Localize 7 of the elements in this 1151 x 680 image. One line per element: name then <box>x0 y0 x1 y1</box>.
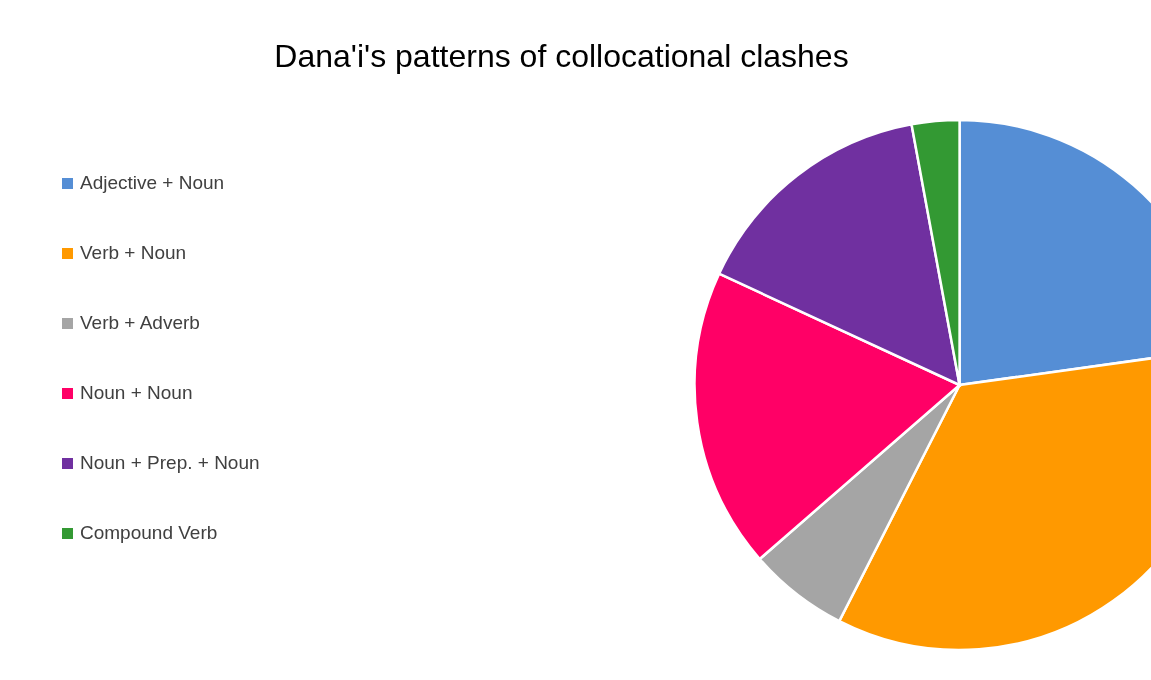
chart-title: Dana'i's patterns of collocational clashes <box>273 38 850 75</box>
legend-label: Verb + Noun <box>80 242 187 264</box>
legend-label: Noun + Noun <box>80 382 193 404</box>
legend-label: Noun + Prep. + Noun <box>80 452 260 474</box>
legend-label: Verb + Adverb <box>80 312 200 334</box>
legend-label: Compound Verb <box>80 522 218 544</box>
legend-label: Adjective + Noun <box>80 172 225 194</box>
